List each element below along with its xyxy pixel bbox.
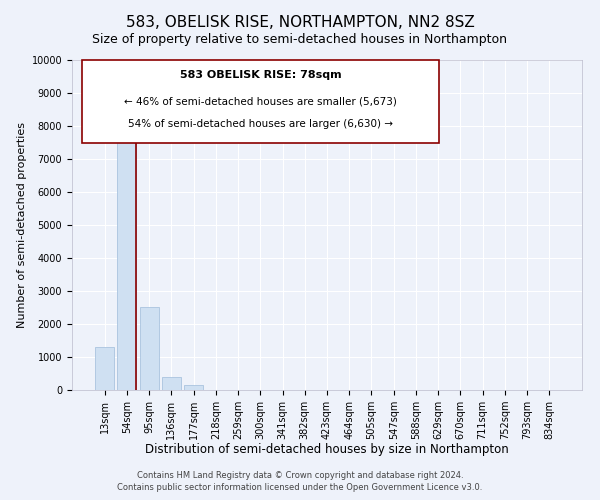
- Text: 583, OBELISK RISE, NORTHAMPTON, NN2 8SZ: 583, OBELISK RISE, NORTHAMPTON, NN2 8SZ: [125, 15, 475, 30]
- X-axis label: Distribution of semi-detached houses by size in Northampton: Distribution of semi-detached houses by …: [145, 444, 509, 456]
- Bar: [184, 385, 203, 390]
- Text: Contains public sector information licensed under the Open Government Licence v3: Contains public sector information licen…: [118, 484, 482, 492]
- Text: Size of property relative to semi-detached houses in Northampton: Size of property relative to semi-detach…: [92, 32, 508, 46]
- Bar: [140, 307, 158, 390]
- Text: Contains HM Land Registry data © Crown copyright and database right 2024.: Contains HM Land Registry data © Crown c…: [137, 471, 463, 480]
- Text: 54% of semi-detached houses are larger (6,630) →: 54% of semi-detached houses are larger (…: [128, 120, 393, 130]
- Text: ← 46% of semi-detached houses are smaller (5,673): ← 46% of semi-detached houses are smalle…: [124, 96, 397, 106]
- Text: 583 OBELISK RISE: 78sqm: 583 OBELISK RISE: 78sqm: [180, 70, 341, 80]
- Bar: [118, 124, 136, 390]
- Bar: [162, 377, 181, 390]
- Y-axis label: Number of semi-detached properties: Number of semi-detached properties: [17, 122, 28, 328]
- FancyBboxPatch shape: [82, 60, 439, 142]
- Bar: [95, 347, 114, 390]
